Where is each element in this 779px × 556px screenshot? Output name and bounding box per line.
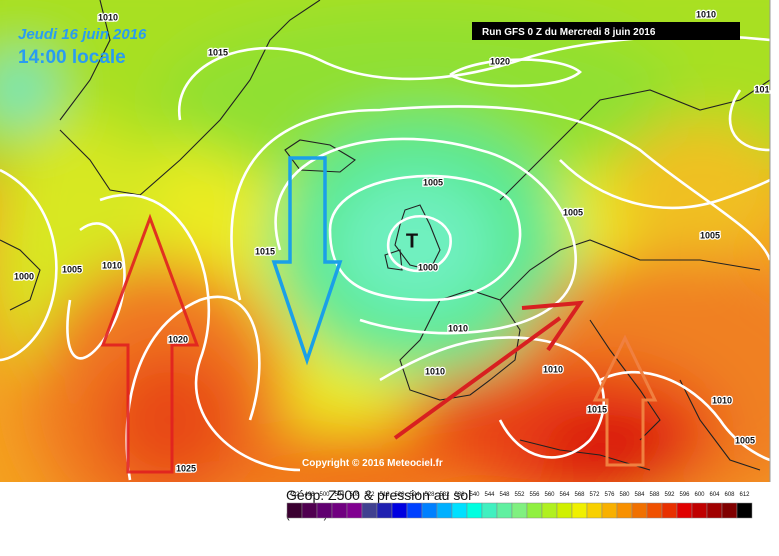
scale-label: 536 — [454, 492, 465, 498]
scale-swatch — [451, 502, 468, 519]
arrow-diagonal-red — [393, 316, 562, 440]
scale-swatch — [466, 502, 483, 519]
scale-label: 612 — [739, 492, 750, 498]
pressure-label: 1020 — [490, 56, 510, 66]
scale-label: 520 — [394, 492, 405, 498]
scale-label: 540 — [469, 492, 480, 498]
scale-swatch — [421, 502, 438, 519]
scale-label: 564 — [559, 492, 570, 498]
scale-swatch — [691, 502, 708, 519]
scale-swatch — [481, 502, 498, 519]
run-label: Run GFS 0 Z du Mercredi 8 juin 2016 — [482, 27, 656, 38]
pressure-label: 1000 — [14, 271, 34, 281]
legend-title: Géop. Z500 & pression au sol — [286, 487, 471, 503]
scale-label: 508 — [349, 492, 360, 498]
scale-swatch — [496, 502, 513, 519]
scale-swatch — [601, 502, 618, 519]
scale-label: 584 — [634, 492, 645, 498]
pressure-label: 1005 — [735, 435, 755, 445]
pressure-label: 1015 — [208, 47, 228, 57]
scale-swatch — [391, 502, 408, 519]
time-label: 14:00 locale — [18, 47, 126, 68]
scale-label: 556 — [529, 492, 540, 498]
scale-swatch — [301, 502, 318, 519]
pressure-label: 1000 — [418, 262, 438, 272]
scale-swatch — [556, 502, 573, 519]
run-box — [472, 22, 740, 40]
scale-label: 524 — [409, 492, 420, 498]
pressure-label: 1010 — [448, 323, 468, 333]
pressure-label: 1010 — [102, 260, 122, 270]
scale-label: 552 — [514, 492, 525, 498]
pressure-label: 1010 — [712, 395, 732, 405]
scale-label: 548 — [499, 492, 510, 498]
scale-label: 500 — [319, 492, 330, 498]
pressure-label: 1010 — [425, 366, 445, 376]
pressure-label: 1015 — [587, 404, 607, 414]
scale-swatch — [406, 502, 423, 519]
pressure-label: 1005 — [563, 207, 583, 217]
scale-label: 528 — [424, 492, 435, 498]
pressure-label: 1005 — [62, 264, 82, 274]
scale-label: 560 — [544, 492, 555, 498]
scale-label: 504 — [334, 492, 345, 498]
pressure-label: 101 — [754, 84, 769, 94]
pressure-label: 1025 — [176, 463, 196, 473]
scale-label: 568 — [574, 492, 585, 498]
scale-swatch — [646, 502, 663, 519]
scale-label: 596 — [679, 492, 690, 498]
scale-label: 532 — [439, 492, 450, 498]
scale-label: 544 — [484, 492, 495, 498]
arrow-diagonal-head — [521, 300, 585, 352]
pressure-label: 1010 — [696, 9, 716, 19]
arrow-up-red — [100, 213, 200, 474]
pressure-label: 1005 — [423, 177, 443, 187]
low-marker: T — [406, 230, 418, 252]
pressure-label: 1020 — [168, 334, 188, 344]
scale-label: 608 — [724, 492, 735, 498]
scale-swatch — [736, 502, 753, 519]
scale-label: 580 — [619, 492, 630, 498]
scale-label: 600 — [694, 492, 705, 498]
scale-swatch — [706, 502, 723, 519]
scale-label: 576 — [604, 492, 615, 498]
scale-swatch — [661, 502, 678, 519]
pressure-labels: 1010 1015 1020 1010 101 1005 1005 1005 1000 1015 1… — [13, 8, 771, 475]
scale-swatch — [436, 502, 453, 519]
scale-label: 572 — [589, 492, 600, 498]
scale-swatch — [586, 502, 603, 519]
pressure-label: 1010 — [543, 364, 563, 374]
color-scale: 492 496 500 504 508 512 516 520 524 528 532 536 540 5… — [286, 492, 753, 519]
date-label: Jeudi 16 juin 2016 — [18, 26, 147, 43]
scale-swatch — [721, 502, 738, 519]
pressure-label: 1010 — [98, 12, 118, 22]
scale-swatch — [676, 502, 693, 519]
scale-label: 516 — [379, 492, 390, 498]
scale-swatch — [331, 502, 348, 519]
copyright: Copyright © 2016 Meteociel.fr — [302, 458, 443, 469]
scale-swatch — [511, 502, 528, 519]
scale-label: 496 — [304, 492, 315, 498]
pressure-label: 1005 — [700, 230, 720, 240]
scale-label: 604 — [709, 492, 720, 498]
scale-swatch — [616, 502, 633, 519]
pressure-label: 1015 — [255, 246, 275, 256]
scale-swatch — [541, 502, 558, 519]
scale-swatch — [346, 502, 363, 519]
scale-label: 512 — [364, 492, 375, 498]
scale-swatch — [526, 502, 543, 519]
arrow-down-blue — [271, 156, 343, 366]
scale-label: 588 — [649, 492, 660, 498]
scale-swatch — [316, 502, 333, 519]
scale-swatch — [631, 502, 648, 519]
scale-swatch — [361, 502, 378, 519]
scale-swatch — [571, 502, 588, 519]
scale-label: 592 — [664, 492, 675, 498]
scale-swatch — [286, 502, 303, 519]
scale-label: 492 — [289, 492, 300, 498]
scale-swatch — [376, 502, 393, 519]
arrow-up-orange — [592, 334, 658, 467]
